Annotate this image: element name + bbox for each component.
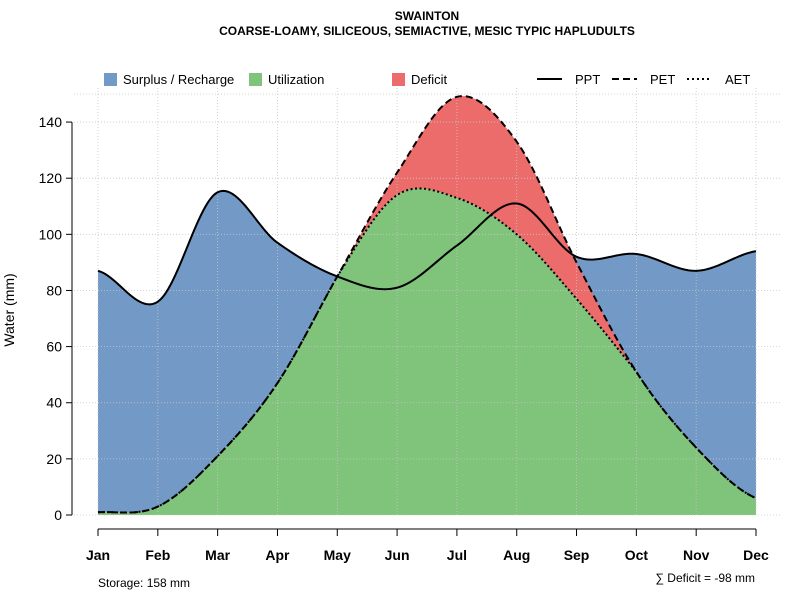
legend-swatch-deficit: [392, 73, 405, 86]
deficit-note: ∑ Deficit = -98 mm: [655, 571, 755, 585]
deficit-area: [98, 96, 756, 513]
x-tick-label-apr: Apr: [265, 547, 290, 563]
line-pet: [97, 95, 757, 514]
legend-label-utilization: Utilization: [268, 72, 324, 87]
legend-label-pet: PET: [650, 72, 675, 87]
legend-swatch-utilization: [249, 73, 262, 86]
y-axis-label: Water (mm): [1, 273, 17, 346]
line-ppt: [97, 189, 757, 306]
x-tick-label-jun: Jun: [385, 547, 410, 563]
x-tick-label-oct: Oct: [625, 547, 649, 563]
chart-title: SWAINTON: [395, 9, 459, 23]
x-tick-label-may: May: [324, 547, 351, 563]
x-tick-label-nov: Nov: [683, 547, 710, 563]
series-lines: [97, 95, 757, 514]
gridlines: [74, 88, 780, 516]
legend-swatch-surplus: [104, 73, 117, 86]
area-fills: [98, 96, 756, 515]
y-tick-label-20: 20: [46, 451, 62, 467]
x-tick-label-jul: Jul: [447, 547, 467, 563]
y-tick-label-0: 0: [54, 507, 62, 523]
storage-note: Storage: 158 mm: [98, 576, 190, 590]
x-tick-label-mar: Mar: [205, 547, 230, 563]
x-tick-label-feb: Feb: [145, 547, 170, 563]
y-tick-label-60: 60: [46, 339, 62, 355]
y-tick-label-120: 120: [39, 170, 63, 186]
x-tick-label-jan: Jan: [86, 547, 110, 563]
chart-subtitle: COARSE-LOAMY, SILICEOUS, SEMIACTIVE, MES…: [219, 24, 635, 38]
legend-label-ppt: PPT: [575, 72, 600, 87]
y-tick-label-140: 140: [39, 114, 63, 130]
legend-label-aet: AET: [725, 72, 750, 87]
y-tick-label-40: 40: [46, 395, 62, 411]
legend-label-deficit: Deficit: [411, 72, 448, 87]
legend-label-surplus: Surplus / Recharge: [123, 72, 234, 87]
legend: Surplus / Recharge Utilization Deficit P…: [104, 72, 750, 87]
utilization-area: [98, 188, 756, 515]
x-tick-label-sep: Sep: [564, 547, 590, 563]
y-tick-label-80: 80: [46, 282, 62, 298]
y-tick-label-100: 100: [39, 226, 63, 242]
x-tick-label-aug: Aug: [503, 547, 530, 563]
x-tick-label-dec: Dec: [743, 547, 769, 563]
axes: 0 20 40 60 80 100 120 140 Jan Feb Mar Apr May Jun Jul A…: [39, 114, 769, 563]
